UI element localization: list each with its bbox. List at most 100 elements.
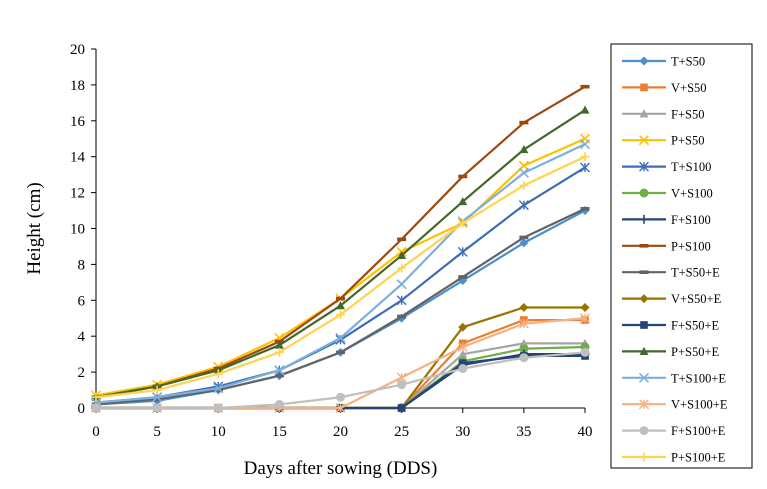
series-p-s50-e <box>91 105 590 401</box>
legend-label: V+S100 <box>671 187 713 201</box>
legend-item: T+S50+E <box>622 266 720 280</box>
legend-label: T+S100+E <box>671 371 726 385</box>
data-point <box>639 426 649 436</box>
data-point <box>397 250 407 260</box>
data-point <box>336 301 345 310</box>
data-point <box>397 314 407 319</box>
x-tick-label: 5 <box>153 424 161 440</box>
y-tick-label: 16 <box>70 114 86 130</box>
data-point <box>91 403 101 413</box>
x-tick-label: 40 <box>578 424 593 440</box>
series-t-s50-e <box>91 206 590 407</box>
data-point <box>639 161 649 172</box>
legend-item: T+S100+E <box>622 371 726 385</box>
data-point <box>213 383 224 394</box>
y-tick-label: 14 <box>70 150 86 166</box>
data-point <box>639 214 649 224</box>
legend-item: V+S100+E <box>622 398 728 412</box>
data-point <box>579 139 591 150</box>
data-point <box>580 84 590 89</box>
y-tick-label: 20 <box>70 42 85 58</box>
legend-item: V+S50 <box>622 81 707 95</box>
data-point <box>397 404 406 412</box>
data-point <box>274 340 284 349</box>
data-point <box>458 322 468 332</box>
data-point <box>580 105 590 114</box>
legend-label: P+S50+E <box>671 345 720 359</box>
data-point <box>396 295 407 306</box>
legend-item: V+S100 <box>622 187 713 201</box>
data-point <box>519 302 529 312</box>
data-point <box>640 321 648 329</box>
legend-item: T+S100 <box>622 160 711 174</box>
legend-label: F+S50 <box>671 107 704 121</box>
data-point <box>274 365 285 376</box>
data-point <box>458 349 468 358</box>
legend-item: F+S100 <box>622 213 711 227</box>
data-point <box>152 403 162 413</box>
data-point <box>457 341 468 352</box>
data-point <box>580 206 590 211</box>
legend-label: T+S50 <box>671 55 705 69</box>
data-point <box>336 392 345 402</box>
data-point <box>458 218 468 228</box>
series-line <box>95 166 586 404</box>
data-point <box>519 120 529 125</box>
legend-item: V+S50+E <box>622 292 722 306</box>
legend-label: F+S50+E <box>671 319 720 333</box>
legend-label: T+S100 <box>671 160 711 174</box>
legend-item: T+S50 <box>622 55 705 69</box>
legend-label: V+S50 <box>671 81 707 95</box>
data-point <box>458 275 468 279</box>
legend-label: P+S50 <box>671 134 704 148</box>
y-tick-label: 4 <box>78 329 86 345</box>
legend: T+S50 V+S50 F+S50 P+S50 T+S100 V+S100 F+S100 P+… <box>610 43 753 469</box>
data-point <box>580 302 590 312</box>
data-point <box>580 152 590 162</box>
legend-label: T+S50+E <box>671 266 720 280</box>
data-point <box>518 318 529 329</box>
data-point <box>519 238 529 248</box>
data-point <box>519 235 529 240</box>
data-point <box>336 296 345 301</box>
data-point <box>152 392 163 403</box>
data-point <box>152 385 162 395</box>
y-tick-label: 2 <box>78 365 86 381</box>
data-point <box>396 279 407 290</box>
data-point <box>638 135 650 146</box>
legend-item: F+S50 <box>622 107 704 121</box>
data-point <box>274 373 284 378</box>
data-point <box>336 350 345 355</box>
data-point <box>335 332 346 344</box>
x-tick-label: 10 <box>211 424 226 440</box>
data-point <box>458 364 468 374</box>
series-layer <box>90 84 591 413</box>
data-point <box>397 263 407 273</box>
series-line <box>95 143 586 404</box>
data-point <box>519 180 529 190</box>
series-t-s100-e <box>90 139 591 408</box>
data-point <box>274 399 284 409</box>
series-p-s100-e <box>91 152 590 402</box>
data-point <box>639 56 649 66</box>
legend-label: P+S100 <box>671 239 711 253</box>
data-point <box>397 237 407 242</box>
data-point <box>152 397 162 401</box>
legend-label: F+S100+E <box>671 424 726 438</box>
data-point <box>518 167 529 178</box>
y-tick-label: 18 <box>70 78 85 94</box>
data-point <box>638 372 650 383</box>
data-point <box>580 347 590 357</box>
x-tick-label: 15 <box>272 424 287 440</box>
legend-item: P+S100 <box>622 239 711 253</box>
data-point <box>639 270 649 274</box>
data-point <box>335 403 346 413</box>
series-t-s100 <box>91 162 590 408</box>
data-point <box>639 109 649 118</box>
legend-label: F+S100 <box>671 213 711 227</box>
x-tick-label: 25 <box>394 424 409 440</box>
data-point <box>580 162 590 173</box>
data-point <box>457 246 468 257</box>
data-point <box>580 313 590 324</box>
